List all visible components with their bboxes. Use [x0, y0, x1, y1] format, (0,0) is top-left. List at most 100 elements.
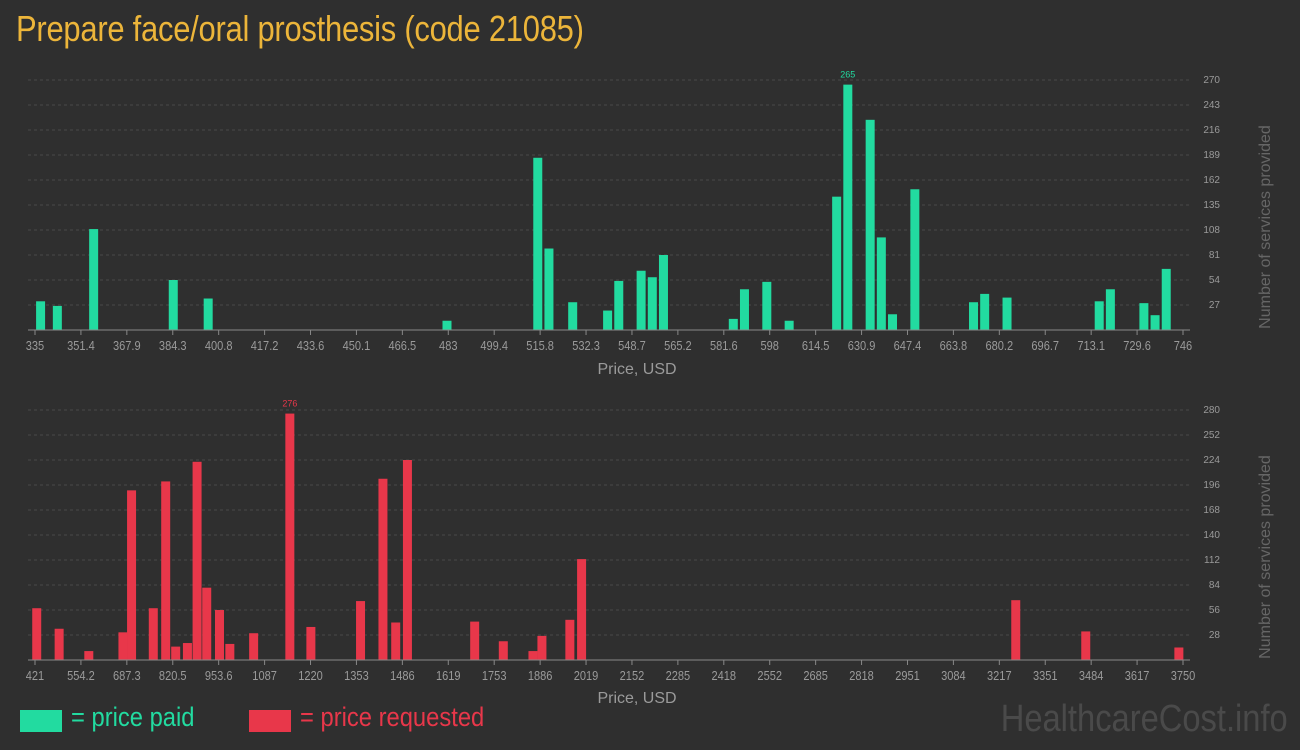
bar: [636, 270, 646, 330]
x-tick-label: 450.1: [343, 338, 371, 353]
y-tick-label: 28: [1209, 630, 1221, 641]
y-tick-label: 112: [1204, 555, 1220, 566]
x-tick-label: 1486: [390, 668, 415, 683]
x-tick-label: 335: [26, 338, 45, 353]
legend-requested-swatch: [249, 710, 291, 732]
x-tick-label: 663.8: [940, 338, 968, 353]
bar: [171, 646, 181, 660]
bar: [1002, 297, 1012, 330]
x-tick-label: 3084: [941, 668, 966, 683]
x-tick-label: 2418: [712, 668, 737, 683]
bar: [843, 84, 853, 330]
bar: [356, 601, 366, 660]
x-tick-label: 729.6: [1123, 338, 1151, 353]
bar: [647, 277, 657, 330]
x-tick-label: 2552: [757, 668, 782, 683]
bar: [728, 318, 738, 330]
x-tick-label: 1753: [482, 668, 507, 683]
bar: [52, 305, 62, 330]
page-title: Prepare face/oral prosthesis (code 21085…: [16, 8, 584, 49]
x-tick-label: 1619: [436, 668, 461, 683]
bar: [1081, 631, 1091, 660]
price-paid-chart: 27 54 81 108 135 162 189 216 243 270 265 335 351.4 36…: [26, 70, 1274, 378]
y-tick-label: 56: [1209, 605, 1221, 616]
bar: [161, 481, 171, 660]
x-tick-label: 384.3: [159, 338, 187, 353]
y-tick-label: 270: [1203, 75, 1220, 86]
bar: [888, 314, 898, 330]
y-tick-label: 135: [1203, 200, 1220, 211]
bar: [203, 298, 213, 330]
bar: [739, 289, 749, 330]
x-tick-label: 2019: [574, 668, 599, 683]
bar: [32, 608, 42, 660]
bar: [980, 293, 990, 330]
y-tick-label: 54: [1209, 275, 1221, 286]
legend-paid-swatch: [20, 710, 62, 732]
y-tick-label: 140: [1203, 530, 1220, 541]
x-axis-label: Price, USD: [597, 361, 676, 378]
bar: [285, 413, 295, 660]
y-tick-label: 216: [1203, 125, 1220, 136]
bar: [1139, 303, 1149, 330]
bar: [832, 196, 842, 330]
x-tick-label: 367.9: [113, 338, 141, 353]
x-tick-label: 417.2: [251, 338, 279, 353]
x-tick-label: 3484: [1079, 668, 1104, 683]
bar: [537, 635, 547, 660]
x-tick-label: 532.3: [572, 338, 600, 353]
peak-value-label: 265: [840, 70, 855, 80]
x-tick-label: 421: [26, 668, 45, 683]
y-tick-label: 224: [1203, 455, 1220, 466]
bar: [182, 643, 192, 660]
bar: [658, 255, 668, 330]
bar: [249, 633, 259, 660]
bar: [118, 632, 128, 660]
bar: [148, 608, 158, 660]
y-tick-label: 189: [1203, 150, 1220, 161]
bar: [1161, 268, 1171, 330]
x-tick-label: 3351: [1033, 668, 1058, 683]
bar: [1105, 289, 1115, 330]
y-axis-label: Number of services provided: [1257, 455, 1274, 659]
x-tick-label: 3750: [1171, 668, 1196, 683]
x-tick-label: 499.4: [480, 338, 508, 353]
watermark: HealthcareCost.info: [1000, 698, 1288, 740]
y-axis-label: Number of services provided: [1257, 125, 1274, 329]
x-tick-label: 466.5: [389, 338, 417, 353]
bar: [89, 229, 99, 330]
bar: [225, 643, 235, 660]
x-tick-label: 1353: [344, 668, 369, 683]
bar: [577, 559, 587, 660]
bar: [762, 281, 772, 330]
bar: [306, 626, 316, 660]
y-tick-label: 252: [1203, 430, 1220, 441]
x-tick-label: 614.5: [802, 338, 830, 353]
bar: [603, 310, 613, 330]
x-tick-label: 2685: [803, 668, 828, 683]
bar: [1094, 301, 1104, 330]
x-tick-label: 400.8: [205, 338, 233, 353]
bar: [568, 302, 578, 330]
y-tick-label: 243: [1203, 100, 1220, 111]
x-tick-label: 3617: [1125, 668, 1150, 683]
x-tick-label: 1087: [252, 668, 277, 683]
y-tick-label: 108: [1203, 225, 1220, 236]
bar: [442, 320, 452, 330]
x-tick-label: 483: [439, 338, 458, 353]
price-requested-chart: 28 56 84 112 140 168 196 224 252 280 276 421 554.2 68…: [26, 399, 1274, 707]
bar: [544, 248, 554, 330]
x-tick-label: 713.1: [1077, 338, 1105, 353]
x-tick-label: 565.2: [664, 338, 692, 353]
bar: [969, 302, 979, 330]
bar: [1174, 647, 1184, 660]
y-tick-label: 81: [1209, 250, 1221, 261]
bar: [168, 280, 178, 330]
legend-requested-label: = price requested: [300, 702, 485, 732]
peak-value-label: 276: [282, 399, 297, 409]
x-tick-label: 2285: [666, 668, 691, 683]
x-tick-label: 515.8: [526, 338, 554, 353]
x-tick-label: 687.3: [113, 668, 141, 683]
x-tick-label: 680.2: [986, 338, 1014, 353]
